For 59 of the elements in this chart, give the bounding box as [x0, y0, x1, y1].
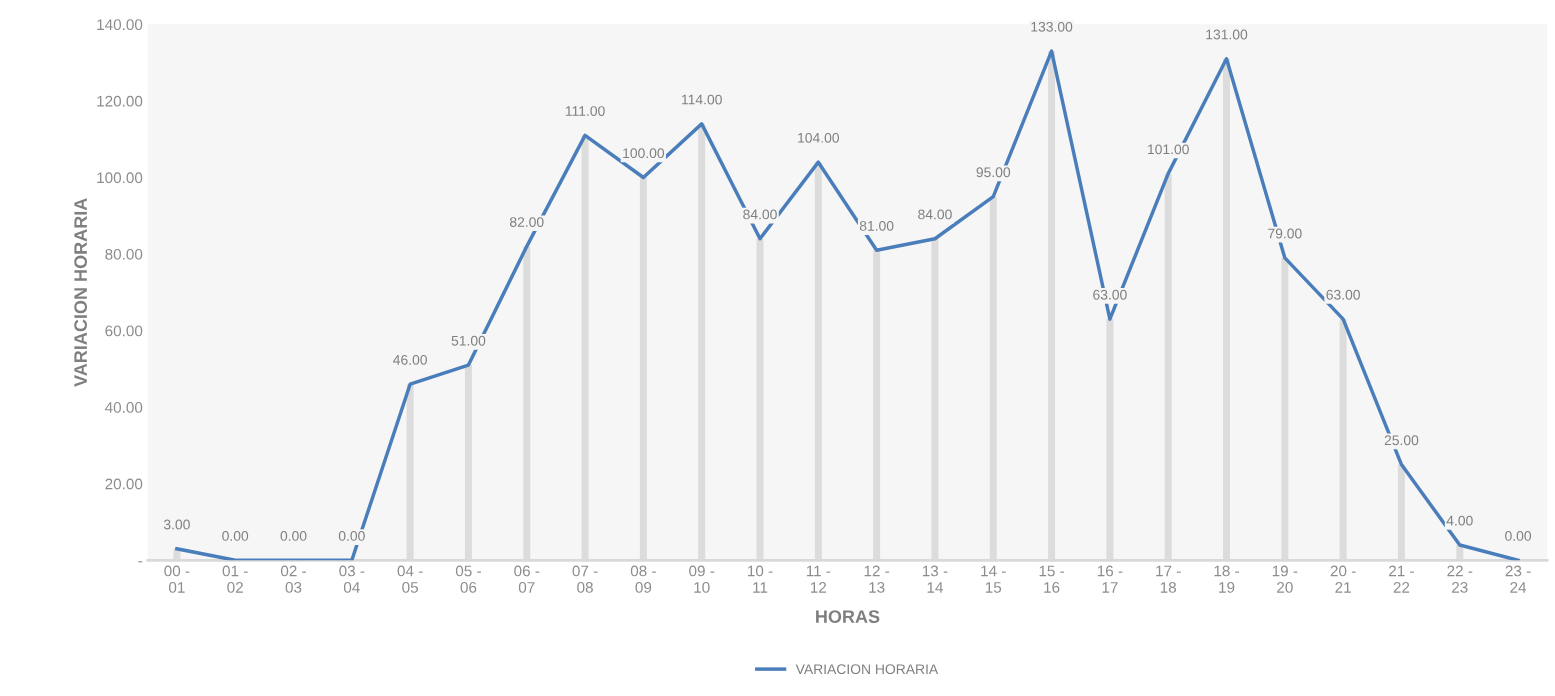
data-label: 101.00 [1148, 144, 1189, 155]
x-tick-label: 19 - 20 [1272, 565, 1298, 593]
x-tick-label: 17 - 18 [1156, 565, 1181, 593]
data-label: 3.00 [163, 519, 190, 530]
data-label: 0.00 [338, 531, 365, 541]
x-tick-label: 14 - 15 [981, 565, 1006, 593]
x-tick-label: 04 - 05 [397, 565, 423, 593]
data-label: 81.00 [859, 220, 894, 231]
y-tick-label: - [138, 561, 143, 563]
x-axis-title: HORAS [816, 610, 880, 623]
data-label: 4.00 [1446, 515, 1473, 526]
data-label: 111.00 [565, 106, 605, 116]
data-label: 84.00 [918, 209, 952, 220]
x-tick-label: 11 - 12 [806, 565, 831, 593]
data-label: 0.00 [280, 531, 307, 541]
data-label: 104.00 [798, 132, 840, 143]
data-label: 79.00 [1268, 228, 1302, 239]
data-label: 114.00 [682, 94, 722, 105]
y-tick-label: 20.00 [105, 478, 143, 490]
data-label: 0.00 [222, 531, 249, 541]
y-tick-label: 80.00 [105, 248, 143, 260]
data-label: 51.00 [451, 335, 486, 346]
data-label: 133.00 [1031, 21, 1073, 32]
y-tick-label: 100.00 [97, 172, 143, 184]
data-label: 0.00 [1505, 531, 1532, 541]
x-tick-label: 03 - 04 [339, 565, 365, 593]
x-tick-label: 05 - 06 [455, 565, 481, 593]
x-tick-label: 06 - 07 [514, 565, 540, 593]
data-label: 82.00 [509, 217, 544, 227]
data-label: 25.00 [1384, 435, 1419, 446]
x-tick-label: 21 - 22 [1389, 565, 1414, 593]
data-label: 46.00 [393, 354, 427, 365]
legend-label: VARIACION HORARIA [795, 664, 939, 675]
data-label: 84.00 [743, 209, 777, 220]
x-tick-label: 18 - 19 [1214, 565, 1239, 593]
x-tick-label: 23 - 24 [1505, 565, 1531, 593]
x-tick-label: 10 - 11 [748, 565, 773, 593]
x-tick-label: 00 - 01 [164, 565, 190, 593]
data-label: 95.00 [976, 167, 1011, 178]
data-label: 63.00 [1093, 289, 1127, 300]
x-tick-label: 16 - 17 [1097, 565, 1123, 593]
y-tick-label: 120.00 [97, 95, 143, 107]
x-tick-label: 12 - 13 [864, 565, 890, 593]
data-label: 100.00 [623, 148, 665, 159]
x-tick-label: 02 - 03 [280, 565, 306, 593]
x-tick-label: 13 - 14 [922, 565, 948, 593]
y-axis-title: VARIACION HORARIA [74, 198, 88, 387]
x-tick-label: 07 - 08 [572, 565, 598, 593]
x-tick-label: 01 - 02 [222, 565, 248, 593]
y-tick-label: 60.00 [105, 325, 143, 337]
x-tick-label: 22 - 23 [1447, 565, 1473, 593]
x-tick-label: 15 - 16 [1039, 565, 1065, 593]
y-tick-label: 40.00 [104, 402, 143, 413]
y-tick-label: 140.00 [97, 19, 143, 31]
x-tick-label: 08 - 09 [630, 565, 656, 593]
x-tick-label: 09 - 10 [689, 565, 715, 593]
data-label: 63.00 [1326, 289, 1360, 300]
data-label: 131.00 [1206, 29, 1248, 40]
x-tick-label: 20 - 21 [1330, 565, 1356, 593]
